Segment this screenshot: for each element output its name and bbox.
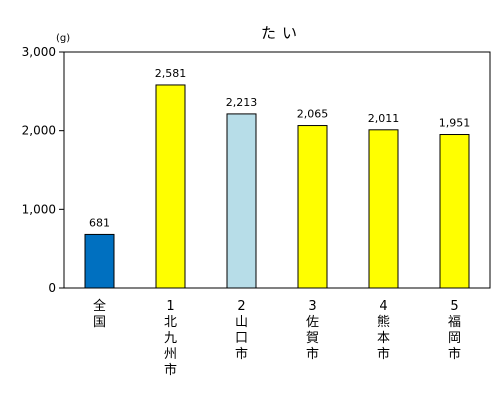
category-label: 5 福岡市: [448, 299, 461, 362]
category-label-char: 全: [93, 298, 106, 314]
y-tick-label: 0: [48, 281, 56, 295]
y-tick-label: 1,000: [22, 202, 56, 216]
category-label-char: 福: [448, 315, 461, 330]
category-label-char: 5: [450, 299, 458, 314]
bar: [226, 113, 257, 289]
category-label: 3 佐賀市: [306, 299, 319, 362]
category-label-char: 国: [93, 315, 106, 330]
category-label: 4 熊本市: [377, 299, 390, 362]
category-label-char: 市: [235, 346, 248, 362]
bar: [84, 233, 115, 289]
y-axis-unit: (g): [56, 33, 70, 44]
category-label-char: 本: [377, 331, 390, 346]
bar-value-label: 2,065: [297, 108, 329, 121]
bars: [84, 84, 470, 289]
category-label-char: 北: [164, 315, 177, 330]
category-label: 2 山口市: [235, 299, 248, 362]
category-label-char: 1: [166, 299, 174, 314]
bar-value-label: 2,213: [226, 96, 258, 109]
y-axis: 0 1,000 2,000 3,000: [22, 45, 64, 295]
category-label: 全国: [93, 298, 106, 330]
y-tick-label: 2,000: [22, 124, 56, 138]
bar: [155, 84, 186, 289]
category-label-char: 賀: [306, 331, 319, 346]
category-label-char: 九: [164, 331, 177, 346]
category-label-char: 口: [235, 331, 248, 346]
bar-value-label: 1,951: [439, 117, 471, 130]
category-label-char: 佐: [306, 315, 319, 330]
category-label-char: 山: [235, 315, 248, 330]
bar: [368, 129, 399, 289]
chart-title: たい: [261, 24, 303, 42]
category-label-char: 岡: [448, 331, 461, 346]
category-label-char: 市: [448, 346, 461, 362]
bar: [439, 134, 470, 289]
category-label-char: 熊: [377, 314, 390, 330]
category-label-char: 4: [379, 299, 387, 314]
category-label-char: 市: [306, 346, 319, 362]
bar-value-label: 681: [89, 216, 110, 229]
bar: [297, 125, 328, 289]
plot-area: [63, 51, 491, 289]
bar-value-label: 2,011: [368, 112, 400, 125]
category-label-char: 2: [237, 299, 245, 314]
bar-value-label: 2,581: [155, 67, 187, 80]
y-tick-label: 3,000: [22, 45, 56, 59]
category-label-char: 3: [308, 299, 316, 314]
category-label-char: 市: [164, 362, 177, 378]
category-label-char: 市: [377, 346, 390, 362]
category-label-char: 州: [164, 347, 177, 362]
value-labels: 681 2,581 2,213 2,065 2,011 1,951: [89, 67, 470, 229]
category-label: 1 北九州市: [164, 299, 177, 378]
